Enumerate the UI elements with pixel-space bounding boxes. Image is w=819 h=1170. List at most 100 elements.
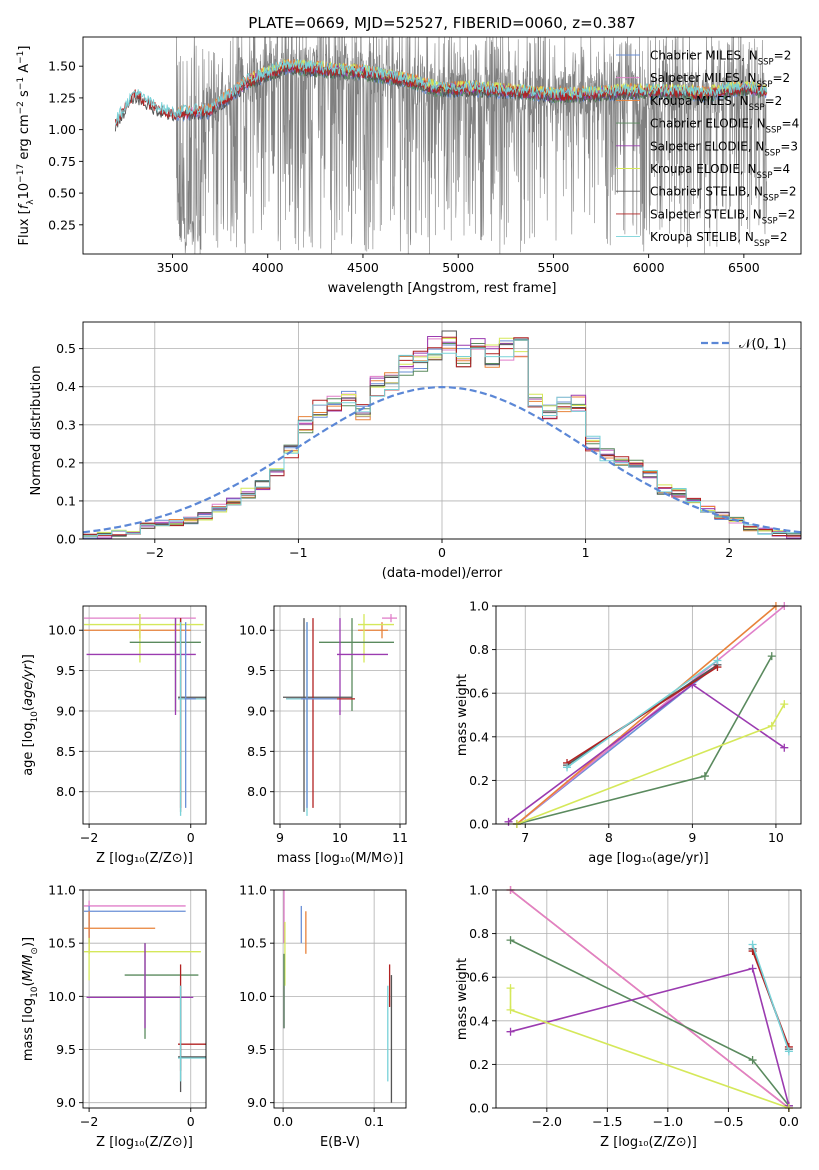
y-tick-label: 0.8 [469, 926, 489, 941]
weight-marker [748, 1056, 757, 1065]
legend-entry: 𝒩(0, 1) [739, 337, 786, 352]
legend-entry: Kroupa STELIB, NSSP=2 [650, 230, 788, 249]
y-tick-label: 0.0 [56, 532, 76, 547]
weight-line [510, 967, 790, 1107]
x-tick-label: 3500 [157, 260, 189, 275]
x-tick-label: 7 [521, 830, 529, 845]
residual-histogram-step [83, 336, 801, 537]
weight-marker [713, 656, 722, 665]
x-tick-label: 4500 [347, 260, 379, 275]
y-tick-label: 10.0 [48, 989, 76, 1004]
weight-line [516, 703, 785, 825]
y-axis-label: mass weight [455, 958, 470, 1040]
axes-frame [495, 889, 802, 1109]
x-tick-label: 11 [392, 830, 408, 845]
legend-entry: Chabrier MILES, NSSP=2 [650, 49, 791, 68]
weight-marker [767, 721, 776, 730]
y-tick-label: 9.0 [56, 703, 76, 718]
axes-frame [82, 889, 207, 1109]
legend-entry: Salpeter MILES, NSSP=2 [650, 71, 790, 90]
weight-line [509, 988, 790, 1109]
x-tick-label: 0 [438, 545, 446, 560]
x-axis-label: Z [log₁₀(Z/Z⊙)] [600, 1135, 697, 1150]
y-tick-label: 1.00 [48, 122, 76, 137]
y-axis-label: age [log10(age/yr)] [21, 654, 40, 776]
y-tick-label: 0.4 [56, 379, 76, 394]
y-tick-label: 0.4 [469, 1013, 489, 1028]
weight-marker [700, 772, 709, 781]
weight-marker [506, 984, 515, 993]
x-tick-label: 6500 [728, 260, 760, 275]
x-tick-label: 0.0 [273, 1114, 293, 1129]
y-tick-label: 8.0 [247, 784, 267, 799]
x-tick-label: −2 [80, 1114, 98, 1129]
weight-line [516, 605, 777, 825]
weight-marker [748, 940, 757, 949]
y-tick-label: 9.5 [56, 663, 76, 678]
y-tick-label: 0.2 [469, 773, 489, 788]
y-tick-label: 8.5 [247, 744, 267, 759]
weight-vs-age-panel: 7 8 9 10 0.0 0.2 0.4 0.6 0.8 1.0 age [log₁₀(age/yr… [455, 599, 802, 866]
y-tick-label: 1.50 [48, 59, 76, 74]
y-tick-label: 11.0 [239, 883, 267, 898]
y-tick-label: 0.8 [469, 642, 489, 657]
y-tick-label: 0.2 [469, 1057, 489, 1072]
x-tick-label: −2 [80, 830, 98, 845]
y-tick-label: 9.0 [247, 1095, 267, 1110]
x-tick-label: −2.0 [532, 1114, 562, 1129]
axes-frame [495, 605, 802, 825]
weight-marker [780, 700, 789, 709]
x-axis-label: Z [log₁₀(Z/Z⊙)] [96, 851, 193, 866]
y-axis-label: Normed distribution [29, 366, 44, 496]
residual-histogram-step [83, 330, 801, 537]
x-axis-label: E(B-V) [320, 1135, 360, 1150]
y-tick-label: 9.0 [247, 703, 267, 718]
y-tick-label: 9.5 [56, 1042, 76, 1057]
weight-marker [506, 1027, 515, 1036]
x-tick-label: −1 [289, 545, 307, 560]
x-axis-label: mass [log₁₀(M/M⊙)] [277, 851, 404, 866]
legend-entry: Kroupa ELODIE, NSSP=4 [650, 162, 790, 181]
y-tick-label: 0.50 [48, 186, 76, 201]
weight-marker [767, 652, 776, 661]
y-tick-label: 1.25 [48, 90, 76, 105]
age-vs-Z-panel: −2 0 8.0 8.5 9.0 9.5 10.0 Z [log₁₀(Z/Z⊙)] age [l… [21, 605, 207, 866]
y-tick-label: 0.25 [48, 217, 76, 232]
y-tick-label: 9.5 [247, 663, 267, 678]
weight-marker [748, 964, 757, 973]
x-tick-label: 0 [187, 1114, 195, 1129]
y-tick-label: 1.0 [469, 883, 489, 898]
chart-title: PLATE=0669, MJD=52527, FIBERID=0060, z=0… [248, 14, 635, 32]
weight-marker [506, 936, 515, 945]
y-tick-label: 0.2 [56, 455, 76, 470]
x-tick-label: 0 [187, 830, 195, 845]
y-tick-label: 0.0 [469, 817, 489, 832]
model-spectrum-line [114, 61, 768, 127]
weight-line [510, 889, 790, 1109]
y-axis-label: mass weight [455, 674, 470, 756]
legend-entry: Salpeter ELODIE, NSSP=3 [650, 139, 798, 158]
legend-entry: Chabrier ELODIE, NSSP=4 [650, 117, 799, 136]
y-tick-label: 10.0 [239, 989, 267, 1004]
x-tick-label: 8 [605, 830, 613, 845]
x-axis-label: Z [log₁₀(Z/Z⊙)] [96, 1135, 193, 1150]
x-tick-label: −1.5 [592, 1114, 622, 1129]
weight-marker [504, 817, 513, 826]
y-tick-label: 9.0 [56, 1095, 76, 1110]
x-tick-label: 6000 [633, 260, 665, 275]
x-tick-label: 5000 [442, 260, 474, 275]
y-tick-label: 10.0 [48, 623, 76, 638]
x-axis-label: age [log₁₀(age/yr)] [588, 851, 709, 866]
y-tick-label: 0.6 [469, 686, 489, 701]
axes-frame [82, 605, 207, 825]
observed-spectrum-line [176, 37, 767, 254]
legend-entry: Chabrier STELIB, NSSP=2 [650, 185, 797, 204]
x-tick-label: −2 [146, 545, 164, 560]
weight-line [566, 666, 718, 764]
spectrum-panel: Chabrier MILES, NSSP=2 Salpeter MILES, NS… [16, 14, 802, 296]
y-tick-label: 0.3 [56, 417, 76, 432]
y-tick-label: 10.5 [239, 936, 267, 951]
y-tick-label: 9.5 [247, 1042, 267, 1057]
y-axis-label: Flux [fλ10−17 erg cm−2 s−1 A−1] [16, 46, 36, 246]
